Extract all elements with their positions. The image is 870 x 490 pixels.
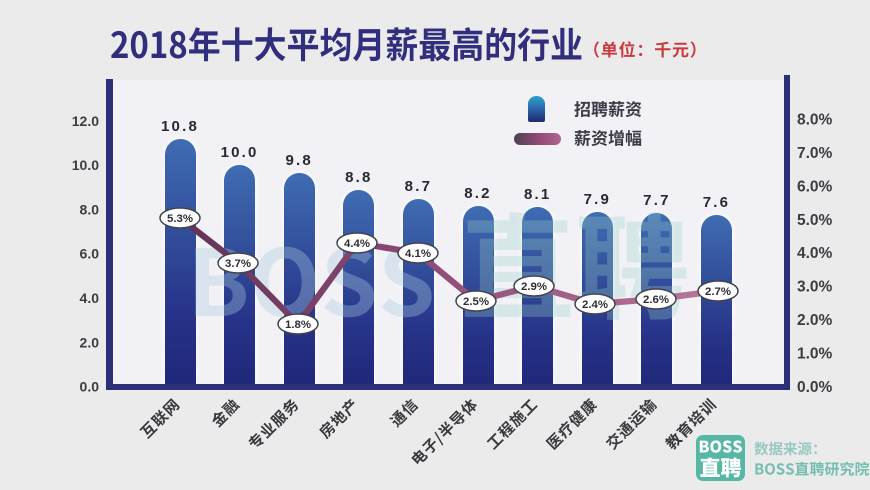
svg-text:8.2: 8.2 bbox=[464, 185, 491, 202]
svg-text:8.7: 8.7 bbox=[405, 178, 432, 195]
svg-text:7.6: 7.6 bbox=[703, 194, 730, 211]
svg-text:1.8%: 1.8% bbox=[285, 319, 311, 331]
svg-text:2.0: 2.0 bbox=[80, 334, 100, 350]
svg-text:0.0%: 0.0% bbox=[797, 379, 833, 396]
svg-text:2.7%: 2.7% bbox=[705, 286, 731, 298]
svg-text:8.1: 8.1 bbox=[524, 186, 551, 203]
svg-text:12.0: 12.0 bbox=[72, 113, 99, 129]
svg-text:8.0%: 8.0% bbox=[797, 112, 833, 129]
svg-text:6.0%: 6.0% bbox=[797, 178, 833, 195]
svg-text:4.1%: 4.1% bbox=[405, 248, 431, 260]
svg-text:10.8: 10.8 bbox=[161, 118, 199, 135]
svg-text:6.0: 6.0 bbox=[80, 246, 100, 262]
svg-text:3.0%: 3.0% bbox=[797, 279, 833, 296]
svg-text:3.7%: 3.7% bbox=[225, 258, 251, 270]
svg-text:4.0%: 4.0% bbox=[797, 245, 833, 262]
svg-text:2.5%: 2.5% bbox=[463, 296, 489, 308]
svg-text:8.0: 8.0 bbox=[80, 201, 100, 217]
svg-text:5.0%: 5.0% bbox=[797, 212, 833, 229]
svg-text:4.4%: 4.4% bbox=[344, 238, 370, 250]
svg-text:4.0: 4.0 bbox=[80, 290, 100, 306]
svg-text:2.6%: 2.6% bbox=[643, 294, 669, 306]
svg-text:10.0: 10.0 bbox=[221, 144, 259, 161]
svg-text:0.0: 0.0 bbox=[80, 379, 100, 395]
svg-text:10.0: 10.0 bbox=[72, 157, 99, 173]
svg-text:2.9%: 2.9% bbox=[521, 281, 547, 293]
svg-text:1.0%: 1.0% bbox=[797, 345, 833, 362]
svg-text:5.3%: 5.3% bbox=[167, 213, 193, 225]
svg-text:2.4%: 2.4% bbox=[582, 299, 608, 311]
svg-text:8.8: 8.8 bbox=[345, 169, 372, 186]
svg-text:7.9: 7.9 bbox=[584, 191, 611, 208]
svg-text:7.0%: 7.0% bbox=[797, 145, 833, 162]
svg-text:7.7: 7.7 bbox=[643, 192, 670, 209]
svg-text:9.8: 9.8 bbox=[285, 152, 312, 169]
svg-text:2.0%: 2.0% bbox=[797, 312, 833, 329]
